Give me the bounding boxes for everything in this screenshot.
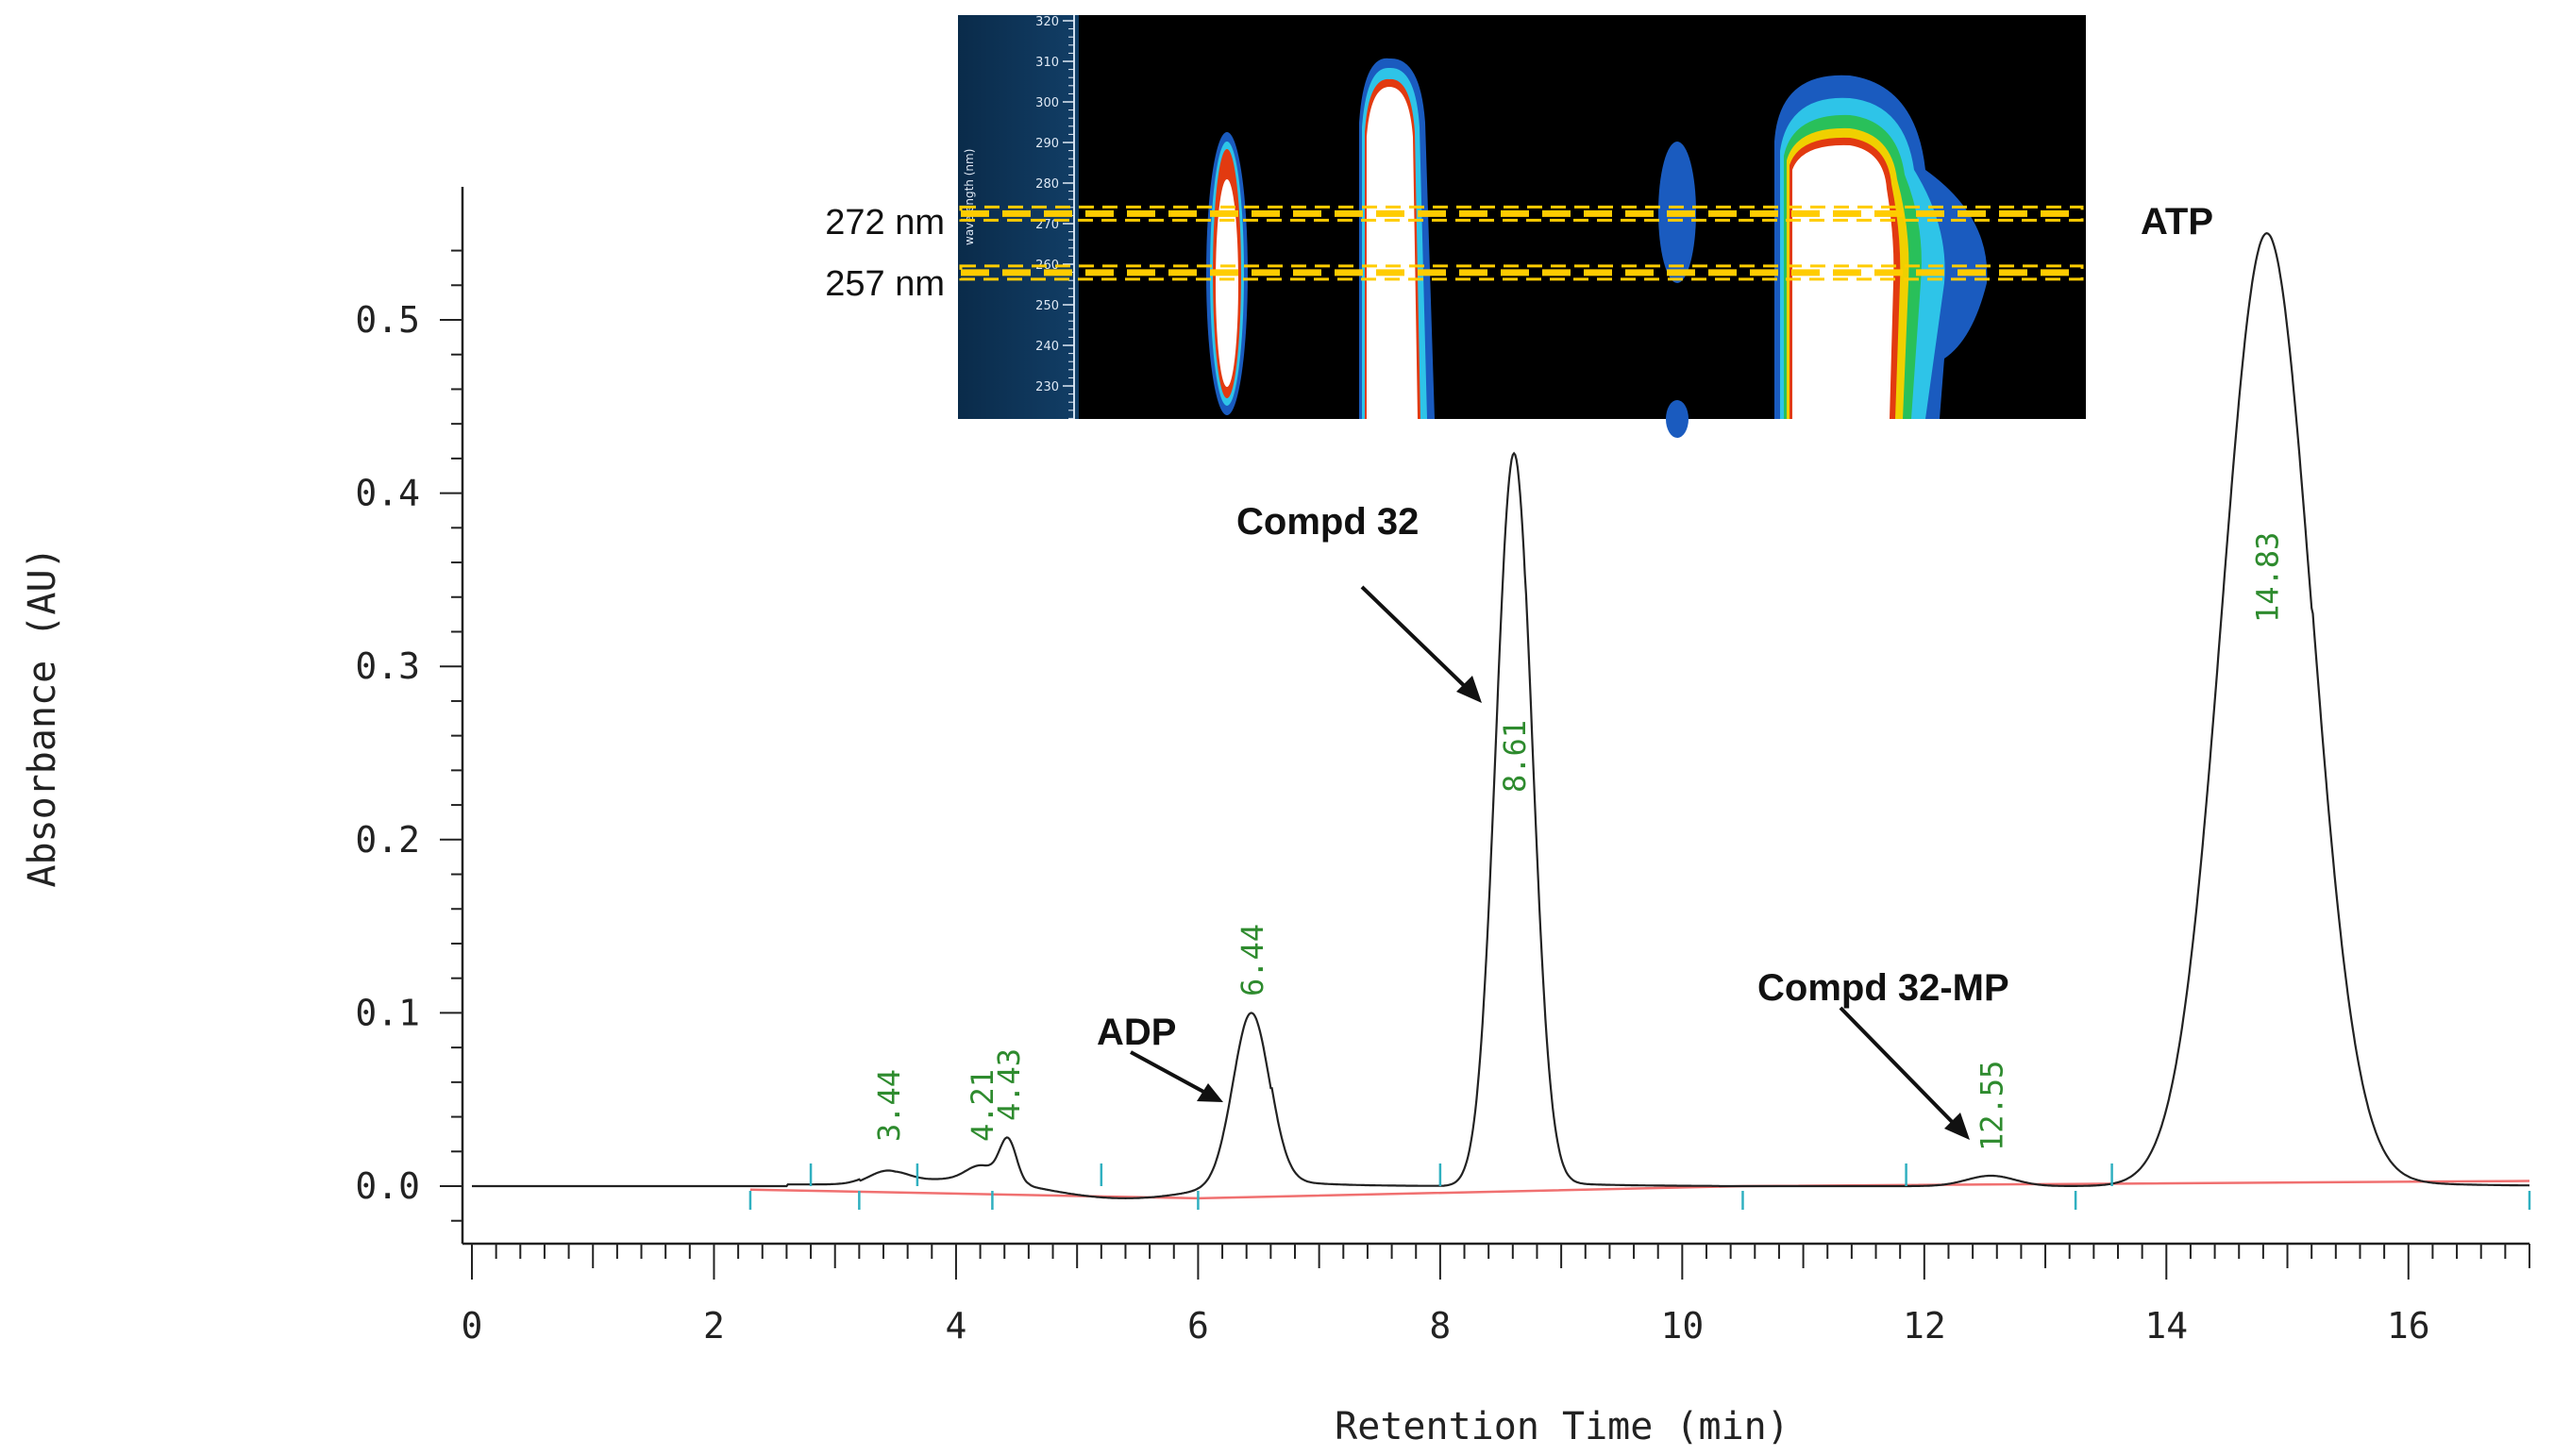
x-axis: 0 2 4 6 8 10 12 14 16 bbox=[462, 1242, 2530, 1347]
peak-label: 4.21 bbox=[965, 1069, 1000, 1142]
inset-axis-title: wavelength (nm) bbox=[963, 149, 976, 245]
contour-peak-8 bbox=[1359, 58, 1435, 419]
y-tick-label: 0.2 bbox=[355, 819, 420, 861]
inset-tick-label: 280 bbox=[1035, 177, 1059, 192]
x-axis-title: Retention Time (min) bbox=[1335, 1405, 1789, 1448]
inset-tick-label: 260 bbox=[1035, 259, 1059, 273]
inset-tick-label: 310 bbox=[1035, 56, 1059, 70]
contour-peak-14 bbox=[1774, 75, 1988, 420]
y-tick-label: 0.5 bbox=[355, 299, 420, 341]
contour-peak-10b bbox=[1666, 400, 1689, 438]
peak-label: 3.44 bbox=[871, 1069, 907, 1142]
annotation-arrowhead-adp bbox=[1197, 1083, 1223, 1102]
annotation-atp: ATP bbox=[2141, 201, 2213, 243]
x-tick-label: 6 bbox=[1187, 1305, 1209, 1347]
peak-label: 14.83 bbox=[2250, 532, 2286, 623]
x-tick-label: 14 bbox=[2144, 1305, 2188, 1347]
annotation-compd-32: Compd 32 bbox=[1236, 501, 1419, 543]
x-tick-label: 16 bbox=[2387, 1305, 2430, 1347]
inset-tick-label: 240 bbox=[1035, 340, 1059, 354]
wavelength-label-257: 257 nm bbox=[825, 264, 945, 304]
chromatogram-trace bbox=[472, 232, 2530, 1200]
peak-label: 12.55 bbox=[1974, 1061, 2009, 1151]
integration-marks bbox=[748, 1163, 2531, 1210]
inset-axis-panel bbox=[958, 15, 1079, 419]
annotation-compd-32-mp: Compd 32-MP bbox=[1757, 967, 2009, 1009]
x-tick-label: 10 bbox=[1660, 1305, 1704, 1347]
inset-tick-label: 320 bbox=[1035, 15, 1059, 29]
annotation-arrowhead-compd-32 bbox=[1456, 676, 1482, 703]
x-tick-label: 0 bbox=[462, 1305, 483, 1347]
y-tick-label: 0.1 bbox=[355, 992, 420, 1033]
peak-label: 4.43 bbox=[991, 1048, 1027, 1121]
peak-labels: 3.44 4.214.43 6.44 8.61 12.55 14.83 bbox=[871, 532, 2286, 1151]
x-tick-label: 12 bbox=[1903, 1305, 1946, 1347]
wavelength-contour-inset: wavelength (nm) 320310300290280270260250… bbox=[958, 15, 2086, 438]
baseline-line bbox=[749, 1180, 2530, 1200]
y-tick-label: 0.0 bbox=[355, 1165, 420, 1207]
y-axis: 0.0 0.1 0.2 0.3 0.4 0.5 bbox=[355, 187, 464, 1244]
peak-label: 8.61 bbox=[1497, 720, 1533, 793]
y-axis-title: Absorbance (AU) bbox=[21, 546, 64, 887]
peak-label: 6.44 bbox=[1235, 924, 1270, 996]
annotation-arrowhead-compd-32-mp bbox=[1944, 1113, 1970, 1140]
annotation-arrow-compd-32-mp bbox=[1839, 1006, 1967, 1137]
inset-tick-label: 230 bbox=[1035, 380, 1059, 394]
inset-tick-label: 300 bbox=[1035, 96, 1059, 110]
y-tick-label: 0.4 bbox=[355, 473, 420, 514]
annotation-arrow-compd-32 bbox=[1360, 585, 1479, 700]
annotation-adp: ADP bbox=[1097, 1012, 1176, 1053]
inset-tick-label: 290 bbox=[1035, 137, 1059, 151]
x-tick-label: 2 bbox=[703, 1305, 725, 1347]
wavelength-label-272: 272 nm bbox=[825, 203, 945, 243]
x-tick-label: 4 bbox=[945, 1305, 966, 1347]
inset-tick-label: 250 bbox=[1035, 299, 1059, 313]
x-tick-label: 8 bbox=[1429, 1305, 1451, 1347]
y-tick-label: 0.3 bbox=[355, 645, 420, 687]
wavelength-lines bbox=[959, 205, 2084, 281]
